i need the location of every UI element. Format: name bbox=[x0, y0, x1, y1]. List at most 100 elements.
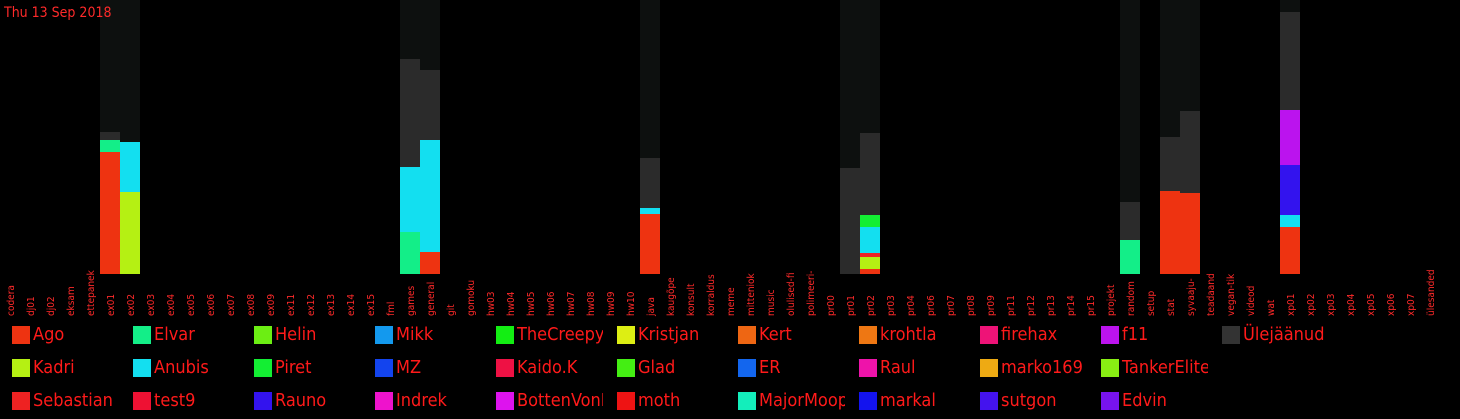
legend-swatch bbox=[133, 392, 151, 410]
legend-item: moth bbox=[605, 389, 724, 413]
category-label: wat bbox=[1266, 299, 1277, 316]
category-label: pr01 bbox=[846, 295, 857, 316]
legend-swatch bbox=[12, 359, 30, 377]
legend-item: Ago bbox=[0, 323, 119, 347]
category-label: pr04 bbox=[906, 295, 917, 316]
legend-item: Mikk bbox=[363, 323, 482, 347]
category-label: pr03 bbox=[886, 295, 897, 316]
legend-label: Rauno bbox=[275, 390, 327, 411]
category-label: ex13 bbox=[326, 294, 337, 316]
category-label: pr11 bbox=[1006, 295, 1017, 316]
bar-segment-ex02-Kadri bbox=[120, 192, 140, 274]
bar-segment-xp01-Rauno bbox=[1280, 165, 1300, 215]
category-label: pr08 bbox=[966, 295, 977, 316]
category-label: hw07 bbox=[566, 291, 577, 316]
legend-item: Helin bbox=[242, 323, 361, 347]
legend-swatch bbox=[1101, 326, 1119, 344]
legend-swatch bbox=[1101, 392, 1119, 410]
category-label: videod bbox=[1246, 286, 1257, 316]
legend-label: Sebastian bbox=[33, 390, 113, 411]
legend-label: Ago bbox=[33, 324, 65, 345]
legend-swatch bbox=[617, 359, 635, 377]
legend-swatch bbox=[617, 392, 635, 410]
category-label: random bbox=[1126, 281, 1137, 316]
category-label: korraldus bbox=[706, 274, 717, 316]
legend-item: ER bbox=[726, 356, 845, 380]
legend-item: TankerElite bbox=[1089, 356, 1208, 380]
bar-segment-java-Anubis bbox=[640, 208, 660, 214]
category-label: xp05 bbox=[1366, 294, 1377, 316]
category-label: java bbox=[646, 297, 657, 317]
legend-label: markal bbox=[880, 390, 936, 411]
category-label: xp04 bbox=[1346, 293, 1357, 316]
legend-swatch bbox=[496, 359, 514, 377]
category-label: ex08 bbox=[246, 294, 257, 316]
bar-layer bbox=[100, 0, 1300, 274]
category-label: meme bbox=[726, 287, 737, 316]
legend-swatch bbox=[738, 359, 756, 377]
legend-swatch bbox=[133, 359, 151, 377]
legend-swatch bbox=[496, 392, 514, 410]
category-label: ex04 bbox=[166, 294, 177, 316]
bar-segment-stat-Ago bbox=[1160, 191, 1180, 274]
category-label: pr06 bbox=[926, 295, 937, 316]
category-label: ex11 bbox=[286, 294, 297, 316]
category-label: pr07 bbox=[946, 295, 957, 316]
bar-segment-games-Anubis bbox=[400, 167, 420, 232]
legend-label: TheCreepySheep bbox=[517, 324, 603, 345]
bar-segment-stat-Ülejäänud bbox=[1160, 137, 1180, 191]
category-label: git bbox=[446, 304, 457, 316]
category-label: setup bbox=[1146, 291, 1157, 316]
category-label: pr12 bbox=[1026, 295, 1037, 316]
legend-item: markal bbox=[847, 389, 966, 413]
category-label: xp06 bbox=[1386, 293, 1397, 316]
legend-swatch bbox=[980, 326, 998, 344]
category-label: mitteniok bbox=[746, 272, 757, 316]
bar-segment-general-Anubis bbox=[420, 140, 440, 252]
legend-item: MajorMoopsy bbox=[726, 389, 845, 413]
legend-swatch bbox=[375, 326, 393, 344]
bar-segment-pr02-Ülejäänud bbox=[860, 133, 880, 215]
category-label: general bbox=[426, 282, 437, 316]
bar-segment-games-Elvar bbox=[400, 232, 420, 274]
legend-swatch bbox=[738, 392, 756, 410]
bar-segment-ex01-Ago bbox=[100, 152, 120, 274]
legend-label: Helin bbox=[275, 324, 317, 345]
category-labels: codera dj01 dj02 eksam ettepanek ex01 ex02 ex03… bbox=[6, 269, 1437, 317]
legend-item: marko169 bbox=[968, 356, 1087, 380]
stacked-bar-chart: codera dj01 dj02 eksam ettepanek ex01 ex02 ex03… bbox=[3, 0, 1437, 317]
category-label: polimeeri- bbox=[806, 271, 817, 317]
legend-label: Raul bbox=[880, 357, 916, 378]
category-label: syvaaju- bbox=[1186, 278, 1197, 316]
legend-label: Elvar bbox=[154, 324, 195, 345]
category-label: music bbox=[766, 289, 777, 316]
bar-segment-xp01-Ago bbox=[1280, 227, 1300, 274]
legend: Ago Kadri Sebastian Elvar Anubis test9 Helin Pi… bbox=[0, 318, 1460, 419]
category-label: pr14 bbox=[1066, 295, 1077, 316]
legend-swatch bbox=[859, 392, 877, 410]
legend-item: firehax bbox=[968, 323, 1087, 347]
legend-item: Ülejäänud bbox=[1210, 323, 1329, 347]
category-label: ex15 bbox=[366, 294, 377, 316]
bar-segment-xp01-Anubis bbox=[1280, 215, 1300, 227]
legend-label: firehax bbox=[1001, 324, 1058, 345]
legend-swatch bbox=[133, 326, 151, 344]
legend-swatch bbox=[617, 326, 635, 344]
legend-swatch bbox=[254, 392, 272, 410]
legend-swatch bbox=[859, 326, 877, 344]
bar-segment-random-Elvar bbox=[1120, 240, 1140, 274]
category-label: ex01 bbox=[106, 294, 117, 316]
category-label: hw04 bbox=[506, 291, 517, 316]
category-label: ex09 bbox=[266, 294, 277, 316]
category-label: dj02 bbox=[46, 296, 57, 316]
category-label: ex06 bbox=[206, 294, 217, 316]
legend-label: f11 bbox=[1122, 324, 1149, 345]
legend-item: TheCreepySheep bbox=[484, 323, 603, 347]
legend-label: Anubis bbox=[154, 357, 209, 378]
category-label: projekt bbox=[1106, 284, 1117, 316]
category-label: gomoku bbox=[466, 280, 477, 316]
category-label: ettepanek bbox=[86, 269, 97, 316]
category-label: ex02 bbox=[126, 294, 137, 316]
category-label: ex07 bbox=[226, 294, 237, 316]
bar-segment-pr01-Ülejäänud bbox=[840, 168, 860, 274]
